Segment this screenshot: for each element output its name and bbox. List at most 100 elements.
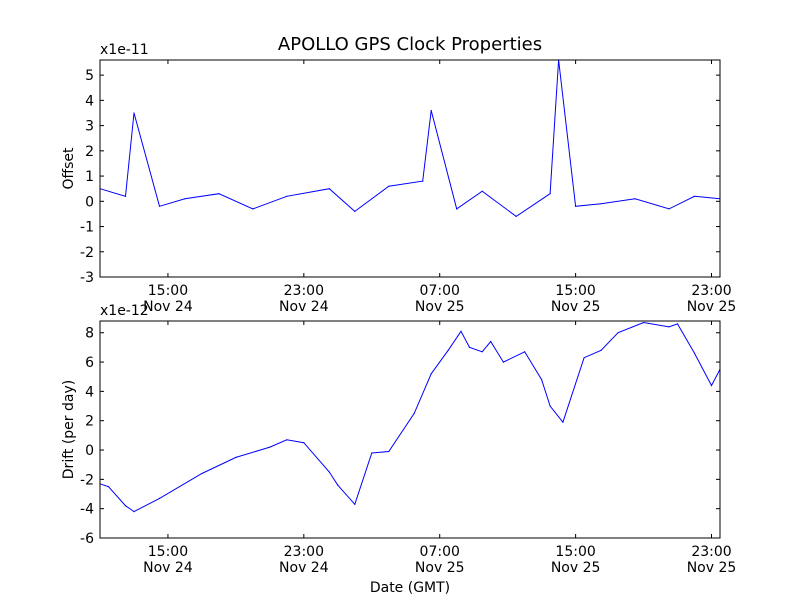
data-point	[430, 109, 432, 112]
data-point	[413, 412, 415, 414]
data-point	[133, 511, 135, 513]
x-tick-label-date: Nov 24	[143, 299, 193, 315]
x-tick-label-time: 07:00	[420, 283, 460, 299]
x-tick-label-date: Nov 25	[415, 560, 465, 576]
x-tick-label-time: 23:00	[284, 544, 324, 560]
data-point	[634, 198, 636, 200]
y-axis-label: Offset	[61, 147, 77, 190]
data-point	[575, 205, 577, 207]
x-tick-label-date: Nov 25	[551, 560, 601, 576]
data-point	[422, 180, 424, 182]
x-tick-label-date: Nov 25	[687, 299, 737, 315]
y-tick-label: 0	[85, 194, 94, 210]
y-tick-label: 5	[85, 68, 94, 84]
x-tick-label-time: 15:00	[148, 283, 188, 299]
x-tick-label-time: 23:00	[691, 283, 731, 299]
axes-frame	[99, 59, 721, 278]
data-point	[693, 195, 696, 197]
y-tick-label: -3	[80, 270, 94, 286]
y-tick-label: 2	[85, 144, 94, 160]
data-point	[524, 351, 526, 353]
data-point	[354, 503, 356, 505]
data-point	[693, 352, 696, 354]
y-tick-label: 3	[85, 119, 94, 135]
chart-title: APOLLO GPS Clock Properties	[278, 34, 542, 55]
data-point	[447, 349, 449, 351]
data-point	[549, 405, 551, 407]
data-point	[460, 330, 462, 332]
data-point	[328, 188, 330, 190]
data-point	[668, 208, 670, 210]
x-axis-label: Date (GMT)	[370, 580, 450, 596]
data-point	[133, 112, 135, 114]
data-point	[643, 321, 645, 324]
y-tick-label: 1	[85, 169, 94, 185]
series-line-1-0	[99, 321, 721, 513]
data-point	[252, 208, 254, 210]
data-point	[549, 193, 551, 195]
x-tick-label-time: 23:00	[691, 544, 731, 560]
data-point	[235, 456, 237, 458]
data-point	[541, 379, 543, 381]
y-tick-label: -2	[80, 245, 94, 261]
data-point	[676, 323, 679, 325]
x-tick-label-date: Nov 25	[687, 560, 737, 576]
data-point	[710, 384, 713, 387]
y-scale-label: x1e-12	[100, 303, 149, 319]
x-tick-label-date: Nov 25	[415, 299, 465, 315]
x-tick-label-time: 15:00	[555, 283, 595, 299]
y-axis-label: Drift (per day)	[61, 380, 77, 479]
x-tick-label-date: Nov 24	[143, 560, 193, 576]
y-tick-label: -1	[80, 220, 94, 236]
data-point	[158, 205, 161, 207]
data-point	[490, 340, 492, 343]
y-tick-label: -4	[80, 502, 94, 518]
y-tick-label: 4	[85, 93, 94, 109]
data-point	[468, 346, 471, 348]
data-point	[583, 357, 585, 359]
data-point	[430, 373, 432, 375]
data-point	[286, 439, 288, 441]
data-point	[184, 198, 186, 200]
data-point	[286, 195, 288, 197]
data-point	[456, 208, 458, 210]
data-point	[388, 185, 390, 187]
series-line-0-0	[99, 59, 721, 218]
x-tick-label-time: 07:00	[420, 544, 460, 560]
data-point	[124, 195, 127, 197]
y-tick-label: 0	[85, 443, 94, 459]
x-tick-label-date: Nov 25	[551, 299, 601, 315]
data-point	[303, 442, 305, 444]
axes-frame	[99, 320, 721, 539]
data-point	[481, 190, 483, 192]
y-tick-label: 6	[85, 355, 94, 371]
x-tick-label-time: 15:00	[555, 544, 595, 560]
x-tick-label-time: 15:00	[148, 544, 188, 560]
data-point	[481, 351, 483, 353]
data-point	[600, 349, 602, 351]
y-tick-label: 2	[85, 414, 94, 430]
data-point	[337, 484, 339, 486]
data-point	[218, 193, 220, 195]
data-point	[668, 326, 670, 328]
y-tick-label: -2	[80, 472, 94, 488]
y-tick-label: -6	[80, 531, 94, 547]
data-point	[269, 446, 271, 448]
data-point	[158, 497, 161, 499]
data-point	[502, 361, 504, 363]
x-tick-label-date: Nov 24	[279, 560, 329, 576]
y-scale-label: x1e-11	[100, 42, 149, 58]
y-tick-label: 8	[85, 326, 94, 342]
data-point	[600, 203, 602, 205]
data-point	[371, 452, 373, 454]
x-tick-label-date: Nov 24	[279, 299, 329, 315]
data-point	[617, 332, 619, 334]
data-point	[354, 210, 356, 212]
data-point	[388, 450, 390, 453]
data-point	[562, 421, 564, 423]
data-point	[124, 505, 127, 507]
